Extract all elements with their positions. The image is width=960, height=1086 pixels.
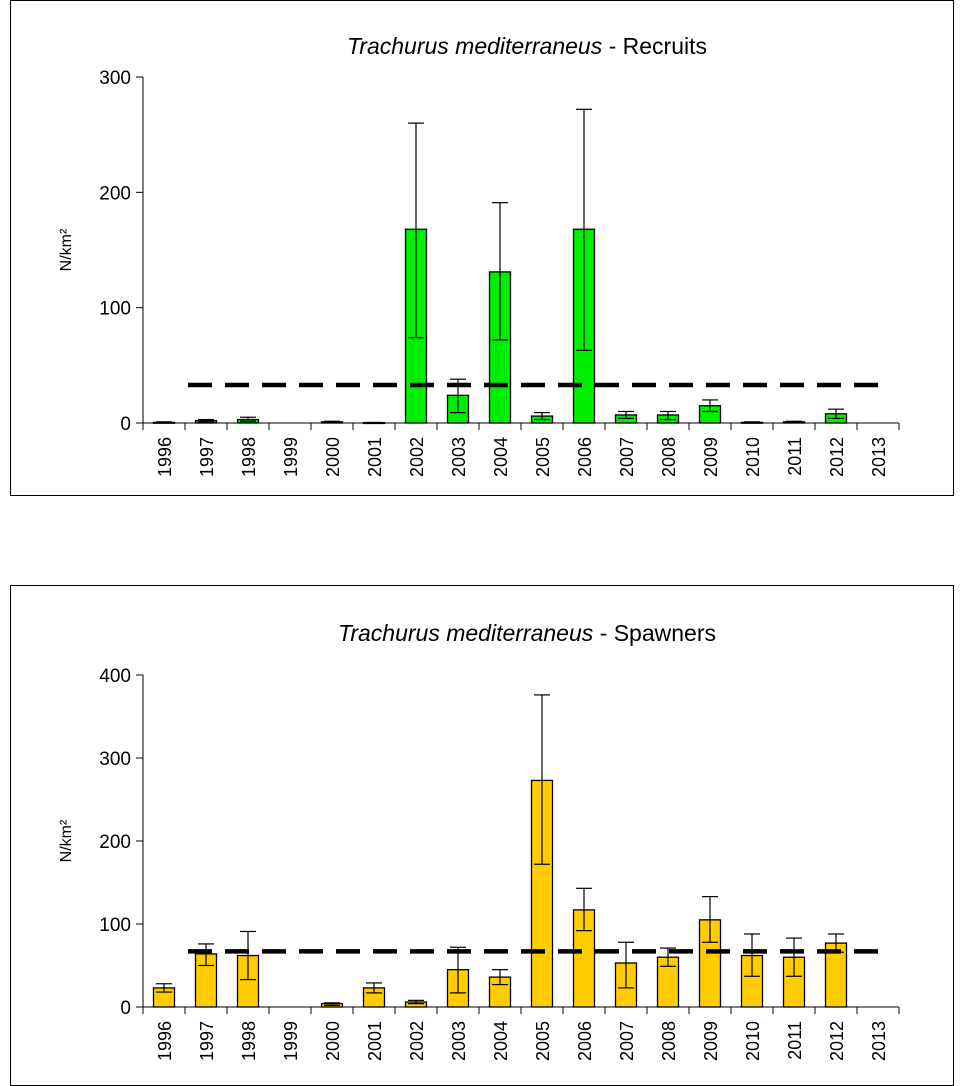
error-bar-2008 xyxy=(660,947,676,967)
x-tick-label: 1996 xyxy=(155,1021,175,1061)
x-tick-label: 2008 xyxy=(659,437,679,477)
spawners-chart-svg: Trachurus mediterraneus - Spawners 0 100 20… xyxy=(58,620,900,1061)
x-tick-label: 2011 xyxy=(785,1021,805,1060)
x-tick-label: 2003 xyxy=(449,437,469,477)
x-tick-label: 2012 xyxy=(827,437,847,477)
error-bar-1997 xyxy=(198,943,214,967)
error-bar-2000 xyxy=(324,1002,340,1006)
y-tick-label: 300 xyxy=(99,749,131,770)
error-bar-2007 xyxy=(618,941,634,989)
y-axis-label: N/km² xyxy=(58,819,75,862)
x-tick-label: 2002 xyxy=(407,1021,427,1061)
x-tick-label: 2009 xyxy=(701,437,721,477)
error-bar-1997 xyxy=(198,418,214,423)
x-tick-label: 2001 xyxy=(365,437,385,477)
y-tick-label: 0 xyxy=(120,414,131,435)
recruits-chart-svg: Trachurus mediterraneus - Recruits 0 100 20… xyxy=(58,33,900,477)
error-bar-2005 xyxy=(534,412,550,421)
chart-title: Trachurus mediterraneus - Recruits xyxy=(347,33,707,59)
chart-title-suffix: - Spawners xyxy=(593,620,716,646)
x-tick-label: 2013 xyxy=(869,1021,889,1061)
x-tick-label: 2012 xyxy=(827,1021,847,1061)
error-bar-2012 xyxy=(828,408,844,419)
x-tick-label: 2000 xyxy=(323,437,343,477)
error-bar-2003 xyxy=(450,946,466,994)
x-tick-label: 2007 xyxy=(617,1021,637,1061)
error-bar-2002 xyxy=(408,122,424,339)
x-tick-label: 1997 xyxy=(197,1021,217,1061)
x-tick-label: 2010 xyxy=(743,437,763,477)
x-tick-label: 2013 xyxy=(869,437,889,477)
y-tick-label: 200 xyxy=(99,832,131,853)
error-bar-2010 xyxy=(744,933,760,977)
error-bar-2002 xyxy=(408,999,424,1005)
x-tick-label: 2004 xyxy=(491,1021,511,1061)
spawners-chart: Trachurus mediterraneus - Spawners 0 100 20… xyxy=(10,585,954,1086)
x-tick-label: 2004 xyxy=(491,437,511,477)
error-bar-2008 xyxy=(660,410,676,421)
chart-title-species: Trachurus mediterraneus xyxy=(338,620,594,646)
y-axis-label: N/km² xyxy=(58,228,75,271)
y-tick-label: 100 xyxy=(99,915,131,936)
error-bar-2004 xyxy=(492,202,508,341)
y-tick-label: 0 xyxy=(120,998,131,1019)
x-tick-label: 2005 xyxy=(533,1021,553,1061)
x-tick-label: 2005 xyxy=(533,437,553,477)
error-bar-2011 xyxy=(786,937,802,977)
x-tick-label: 2002 xyxy=(407,437,427,477)
error-bar-2001 xyxy=(366,982,382,994)
x-tick-label: 1998 xyxy=(239,437,259,477)
x-tick-label: 2009 xyxy=(701,1021,721,1061)
error-bar-2000 xyxy=(324,420,340,424)
error-bar-1996 xyxy=(156,421,172,424)
error-bar-2004 xyxy=(492,969,508,986)
y-tick-label: 300 xyxy=(99,68,131,89)
chart-title: Trachurus mediterraneus - Spawners xyxy=(338,620,716,646)
x-tick-label: 1997 xyxy=(197,437,217,477)
error-bar-2006 xyxy=(576,108,592,351)
recruits-chart: Trachurus mediterraneus - Recruits 0 100 20… xyxy=(10,0,954,496)
y-tick-label: 400 xyxy=(99,666,131,687)
error-bar-2009 xyxy=(702,399,718,413)
x-tick-label: 2008 xyxy=(659,1021,679,1061)
y-tick-label: 100 xyxy=(99,299,131,320)
x-tick-label: 2011 xyxy=(785,437,805,476)
chart-title-species: Trachurus mediterraneus xyxy=(347,33,603,59)
x-tick-label: 2003 xyxy=(449,1021,469,1061)
error-bar-2007 xyxy=(618,410,634,419)
x-tick-label: 2000 xyxy=(323,1021,343,1061)
x-tick-label: 1999 xyxy=(281,437,301,477)
x-tick-label: 1999 xyxy=(281,1021,301,1061)
chart-title-suffix: - Recruits xyxy=(602,33,707,59)
x-tick-label: 2007 xyxy=(617,437,637,477)
error-bar-1998 xyxy=(240,930,256,981)
error-bar-2005 xyxy=(534,694,550,865)
error-bar-2011 xyxy=(786,420,802,424)
x-tick-label: 2006 xyxy=(575,437,595,477)
y-tick-label: 200 xyxy=(99,183,131,204)
x-tick-label: 2001 xyxy=(365,1021,385,1061)
error-bar-1998 xyxy=(240,416,256,422)
x-tick-label: 2010 xyxy=(743,1021,763,1061)
x-tick-label: 1998 xyxy=(239,1021,259,1061)
error-bar-2009 xyxy=(702,896,718,943)
error-bar-2010 xyxy=(744,421,760,424)
error-bar-1996 xyxy=(156,983,172,993)
x-tick-label: 1996 xyxy=(155,437,175,477)
error-bar-2006 xyxy=(576,887,592,932)
x-tick-label: 2006 xyxy=(575,1021,595,1061)
